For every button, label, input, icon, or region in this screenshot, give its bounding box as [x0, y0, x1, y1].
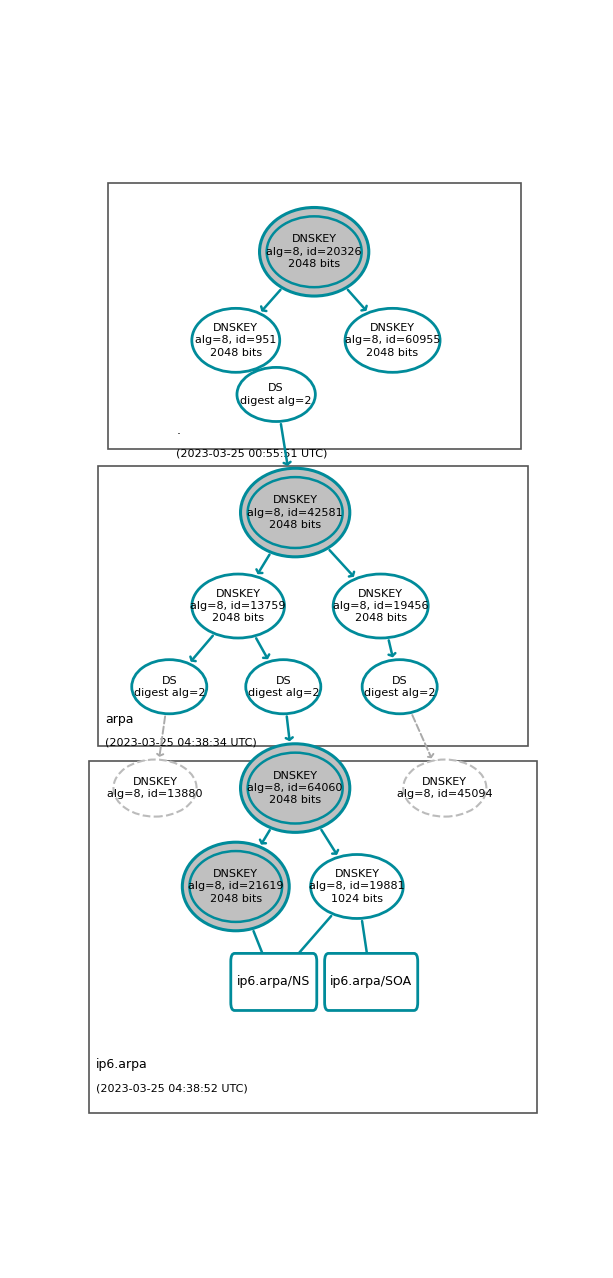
Bar [98, 466, 528, 746]
Ellipse shape [362, 659, 437, 714]
Ellipse shape [246, 659, 321, 714]
Ellipse shape [192, 574, 284, 638]
Bar [88, 760, 538, 1113]
Text: ip6.arpa: ip6.arpa [96, 1058, 147, 1071]
Text: DNSKEY
alg=8, id=13759
2048 bits: DNSKEY alg=8, id=13759 2048 bits [191, 589, 286, 624]
Text: DS
digest alg=2: DS digest alg=2 [364, 676, 435, 698]
Ellipse shape [345, 308, 440, 372]
FancyBboxPatch shape [325, 953, 417, 1011]
Ellipse shape [248, 477, 343, 548]
Text: .: . [177, 424, 180, 437]
Ellipse shape [189, 851, 282, 921]
Text: DNSKEY
alg=8, id=64060
2048 bits: DNSKEY alg=8, id=64060 2048 bits [248, 771, 343, 805]
Text: DNSKEY
alg=8, id=42581
2048 bits: DNSKEY alg=8, id=42581 2048 bits [248, 495, 343, 530]
Text: arpa: arpa [105, 713, 134, 726]
Text: DS
digest alg=2: DS digest alg=2 [248, 676, 319, 698]
Ellipse shape [132, 659, 207, 714]
Text: ip6.arpa/SOA: ip6.arpa/SOA [330, 975, 412, 988]
Text: DS
digest alg=2: DS digest alg=2 [134, 676, 205, 698]
Ellipse shape [259, 207, 369, 296]
Ellipse shape [240, 744, 350, 832]
Text: DNSKEY
alg=8, id=951
2048 bits: DNSKEY alg=8, id=951 2048 bits [195, 323, 276, 358]
Ellipse shape [192, 308, 280, 372]
Ellipse shape [403, 759, 486, 817]
Text: DNSKEY
alg=8, id=20326
2048 bits: DNSKEY alg=8, id=20326 2048 bits [267, 234, 362, 270]
Ellipse shape [333, 574, 428, 638]
Ellipse shape [182, 842, 289, 930]
Ellipse shape [113, 759, 197, 817]
Text: DNSKEY
alg=8, id=45094: DNSKEY alg=8, id=45094 [397, 777, 493, 799]
Ellipse shape [240, 468, 350, 557]
Text: DNSKEY
alg=8, id=19456
2048 bits: DNSKEY alg=8, id=19456 2048 bits [333, 589, 428, 624]
Text: (2023-03-25 04:38:52 UTC): (2023-03-25 04:38:52 UTC) [96, 1084, 248, 1093]
Text: DNSKEY
alg=8, id=60955
2048 bits: DNSKEY alg=8, id=60955 2048 bits [345, 323, 440, 358]
Ellipse shape [311, 855, 403, 919]
Text: DS
digest alg=2: DS digest alg=2 [240, 383, 312, 405]
Text: DNSKEY
alg=8, id=19881
1024 bits: DNSKEY alg=8, id=19881 1024 bits [309, 869, 405, 904]
Text: DNSKEY
alg=8, id=13880: DNSKEY alg=8, id=13880 [107, 777, 203, 799]
Text: (2023-03-25 04:38:34 UTC): (2023-03-25 04:38:34 UTC) [105, 737, 257, 748]
FancyBboxPatch shape [230, 953, 317, 1011]
Ellipse shape [248, 753, 343, 823]
Ellipse shape [237, 367, 315, 422]
Text: ip6.arpa/NS: ip6.arpa/NS [237, 975, 310, 988]
Text: (2023-03-25 00:55:51 UTC): (2023-03-25 00:55:51 UTC) [177, 449, 328, 459]
Bar [107, 183, 521, 449]
Ellipse shape [267, 216, 362, 288]
Text: DNSKEY
alg=8, id=21619
2048 bits: DNSKEY alg=8, id=21619 2048 bits [188, 869, 284, 904]
